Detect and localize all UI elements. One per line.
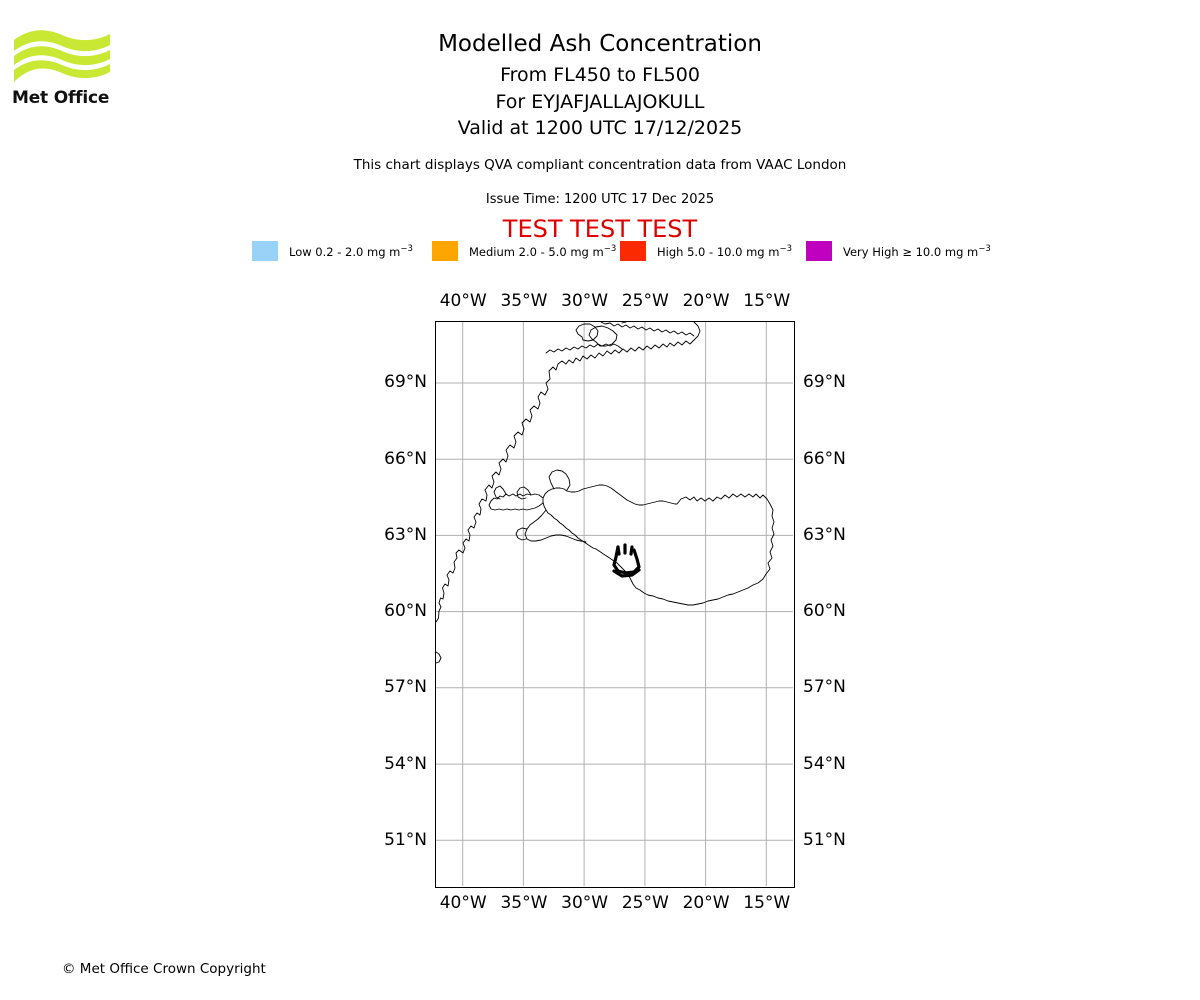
latitude-tick-right: 54°N — [803, 753, 846, 774]
legend-swatch-high — [620, 241, 646, 261]
legend-label-high: High 5.0 - 10.0 mg m−3 — [657, 243, 792, 259]
legend-item-high: High 5.0 - 10.0 mg m−3 — [620, 241, 792, 261]
concentration-legend: Low 0.2 - 2.0 mg m−3 Medium 2.0 - 5.0 mg… — [0, 241, 1200, 263]
ash-concentration-map[interactable] — [435, 321, 795, 888]
longitude-tick: 40°W — [439, 291, 487, 311]
longitude-tick: 35°W — [500, 291, 548, 311]
longitude-tick: 30°W — [561, 291, 609, 311]
legend-label-very-high: Very High ≥ 10.0 mg m−3 — [843, 243, 991, 259]
latitude-tick-left: 60°N — [384, 601, 427, 622]
legend-item-medium: Medium 2.0 - 5.0 mg m−3 — [432, 241, 616, 261]
iceland-coastline — [488, 469, 775, 606]
met-office-wave-mark — [14, 30, 110, 82]
longitude-tick: 25°W — [621, 893, 669, 913]
met-office-wordmark: Met Office — [12, 88, 110, 108]
longitude-tick: 15°W — [743, 893, 791, 913]
legend-swatch-medium — [432, 241, 458, 261]
qva-compliance-note: This chart displays QVA compliant concen… — [353, 157, 847, 173]
latitude-tick-right: 60°N — [803, 601, 846, 622]
latitude-tick-right: 51°N — [803, 829, 846, 850]
latitude-tick-left: 66°N — [384, 448, 427, 469]
latitude-tick-right: 66°N — [803, 448, 846, 469]
copyright-notice: © Met Office Crown Copyright — [62, 961, 266, 977]
longitude-tick: 30°W — [561, 893, 609, 913]
map-canvas — [436, 322, 793, 886]
latitude-tick-right: 57°N — [803, 677, 846, 698]
issue-time: Issue Time: 1200 UTC 17 Dec 2025 — [485, 192, 715, 207]
page-title: Modelled Ash Concentration — [438, 31, 762, 57]
test-banner: TEST TEST TEST — [502, 215, 698, 243]
volcano-subtitle: For EYJAFJALLAJOKULL — [495, 91, 705, 113]
volcano-marker-eyjafjallajokull[interactable] — [612, 543, 641, 578]
legend-swatch-very-high — [806, 241, 832, 261]
latitude-tick-left: 54°N — [384, 753, 427, 774]
legend-item-very-high: Very High ≥ 10.0 mg m−3 — [806, 241, 991, 261]
longitude-tick: 20°W — [682, 291, 730, 311]
latitude-tick-left: 57°N — [384, 677, 427, 698]
longitude-tick: 15°W — [743, 291, 791, 311]
legend-label-medium: Medium 2.0 - 5.0 mg m−3 — [469, 243, 617, 259]
latitude-tick-right: 69°N — [803, 372, 846, 393]
legend-label-low: Low 0.2 - 2.0 mg m−3 — [289, 243, 413, 259]
map-gridlines — [436, 322, 793, 886]
coastlines — [436, 322, 701, 664]
valid-time-subtitle: Valid at 1200 UTC 17/12/2025 — [457, 117, 743, 139]
longitude-tick: 25°W — [621, 291, 669, 311]
legend-swatch-low — [252, 241, 278, 261]
latitude-tick-right: 63°N — [803, 524, 846, 545]
legend-item-low: Low 0.2 - 2.0 mg m−3 — [252, 241, 413, 261]
latitude-tick-left: 69°N — [384, 372, 427, 393]
flight-level-subtitle: From FL450 to FL500 — [500, 64, 700, 86]
longitude-tick: 40°W — [439, 893, 487, 913]
latitude-tick-left: 51°N — [384, 829, 427, 850]
longitude-tick: 35°W — [500, 893, 548, 913]
map-frame — [435, 321, 795, 888]
met-office-logo: Met Office — [12, 26, 112, 114]
longitude-tick: 20°W — [682, 893, 730, 913]
latitude-tick-left: 63°N — [384, 524, 427, 545]
